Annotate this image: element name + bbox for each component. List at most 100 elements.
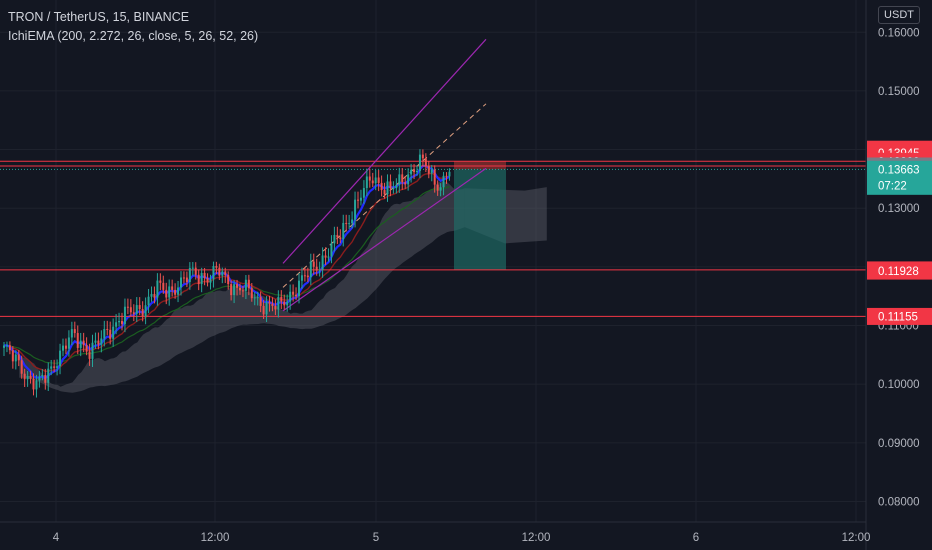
time-tick-label: 6 — [693, 532, 699, 544]
candle-body — [433, 169, 436, 185]
candle-body — [109, 329, 112, 339]
candle-body — [82, 340, 85, 346]
candle-body — [321, 255, 324, 270]
candle-body — [3, 345, 5, 348]
price-tag-label: 0.13663 — [878, 164, 920, 176]
candle-body — [112, 326, 115, 339]
candle-body — [262, 305, 265, 315]
candles — [3, 149, 451, 398]
candle-body — [271, 303, 274, 306]
candle-body — [389, 181, 392, 189]
candle-body — [70, 329, 73, 338]
countdown-label: 07:22 — [878, 180, 907, 192]
candle-body — [298, 280, 300, 297]
price-tag — [867, 262, 932, 280]
lagging-ema-line — [3, 185, 450, 364]
candle-body — [306, 275, 309, 278]
candle-body — [200, 272, 203, 285]
candle-body — [398, 174, 401, 185]
candle-body — [383, 190, 386, 195]
indicator-label[interactable]: IchiEMA (200, 2.272, 26, close, 5, 26, 5… — [8, 29, 259, 43]
candle-body — [182, 277, 185, 279]
candle-body — [333, 234, 336, 244]
price-tag-label: 0.11155 — [878, 311, 918, 323]
candle-body — [144, 305, 147, 317]
candle-body — [295, 294, 298, 297]
candle-body — [386, 181, 389, 195]
candle-body — [174, 289, 177, 295]
candle-body — [448, 171, 451, 177]
candle-body — [401, 174, 404, 183]
time-tick-label: 12:00 — [522, 532, 551, 544]
candle-body — [121, 321, 123, 324]
candle-body — [430, 169, 433, 174]
candle-body — [224, 271, 227, 275]
candle-body — [73, 329, 76, 334]
cloud-area — [19, 181, 465, 393]
candle-body — [342, 222, 345, 240]
candle-body — [94, 340, 97, 343]
price-tick-label: 0.15000 — [878, 86, 920, 98]
candle-body — [8, 345, 11, 351]
candle-body — [413, 169, 416, 173]
candle-body — [215, 266, 218, 268]
candle-body — [47, 368, 50, 383]
candle-body — [315, 266, 318, 271]
candle-body — [312, 261, 315, 267]
candle-body — [318, 269, 321, 271]
candle-body — [56, 366, 59, 368]
candle-body — [191, 267, 194, 269]
candle-body — [362, 188, 365, 198]
candle-body — [203, 272, 206, 279]
candle-body — [265, 302, 268, 315]
candle-body — [395, 184, 398, 189]
candle-body — [230, 284, 233, 296]
candle-body — [303, 275, 306, 277]
horizontal-levels[interactable] — [0, 160, 866, 317]
candle-body — [17, 354, 20, 361]
candle-body — [118, 321, 121, 323]
candle-body — [410, 169, 413, 175]
channel-boundary — [282, 38, 487, 264]
candle-body — [156, 280, 159, 298]
candle-body — [26, 375, 29, 380]
symbol-title[interactable]: TRON / TetherUS, 15, BINANCE — [8, 10, 190, 24]
candle-body — [206, 278, 209, 283]
candle-body — [374, 177, 377, 184]
candle-body — [439, 187, 442, 191]
candle-body — [354, 199, 357, 220]
candle-body — [348, 223, 351, 225]
candle-body — [88, 351, 91, 359]
candle-body — [300, 275, 303, 281]
candle-body — [162, 282, 165, 290]
candle-body — [280, 296, 283, 302]
candle-body — [283, 301, 286, 306]
candle-body — [339, 237, 342, 240]
candle-body — [85, 345, 88, 352]
candle-body — [424, 158, 427, 166]
slow-ema-line — [3, 172, 450, 373]
candle-body — [135, 305, 138, 314]
candle-body — [29, 375, 32, 379]
candle-body — [194, 267, 197, 275]
candle-body — [418, 154, 421, 171]
candle-body — [209, 279, 212, 283]
candle-body — [177, 287, 180, 295]
currency-button[interactable]: USDT — [878, 6, 920, 24]
candle-body — [32, 378, 35, 390]
short-position-tool[interactable] — [454, 161, 506, 270]
price-tick-label: 0.13000 — [878, 203, 920, 215]
candle-body — [197, 274, 200, 285]
candle-body — [5, 345, 8, 347]
candle-body — [35, 380, 38, 390]
candle-body — [50, 366, 53, 369]
candle-body — [392, 188, 395, 190]
candle-body — [38, 376, 41, 381]
candle-body — [147, 296, 150, 306]
candle-body — [250, 288, 253, 299]
time-tick-label: 12:00 — [842, 532, 871, 544]
price-tag — [867, 307, 932, 325]
candle-body — [259, 297, 262, 306]
